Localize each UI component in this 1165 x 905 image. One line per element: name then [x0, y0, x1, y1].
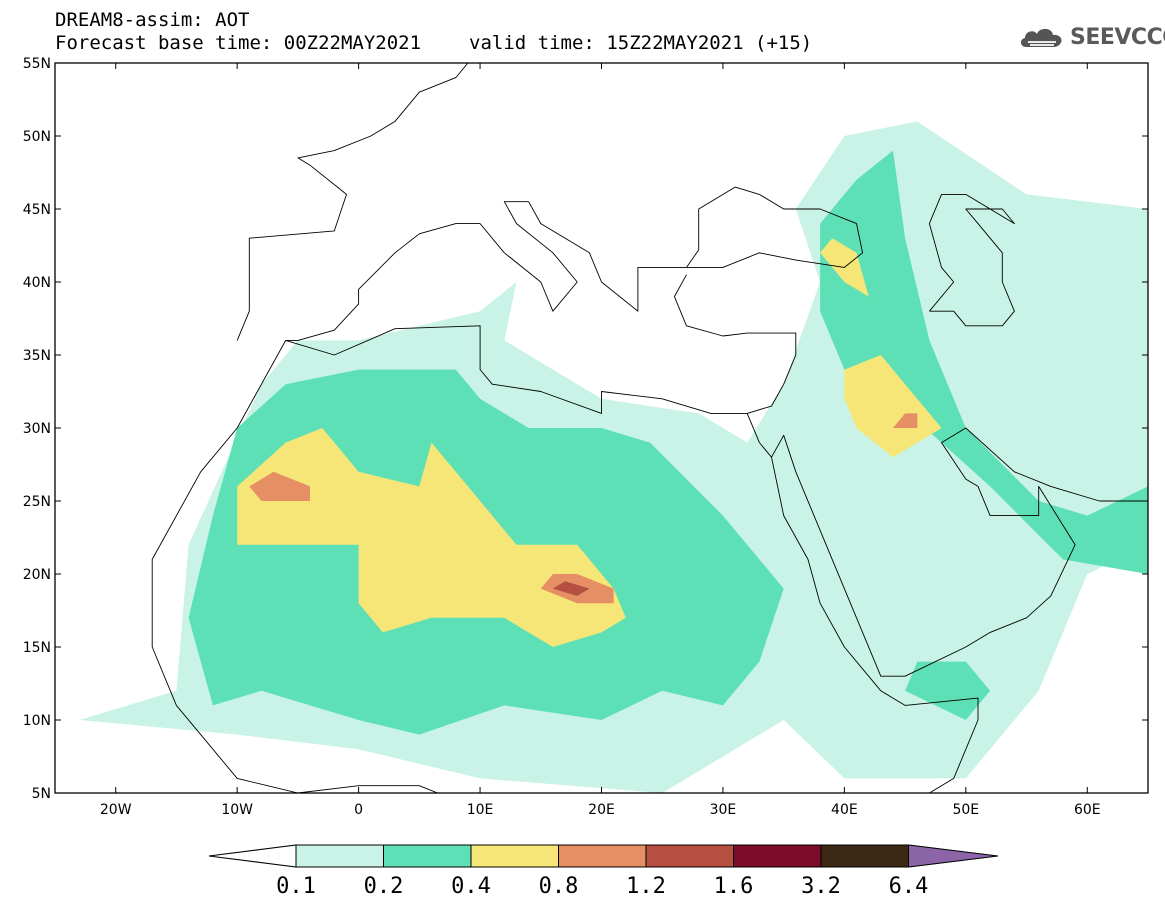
coastline-6 [928, 193, 1015, 327]
lat-tick-label: 15N [23, 640, 51, 656]
lat-tick-label: 25N [23, 494, 51, 510]
lat-tick-label: 20N [23, 567, 51, 583]
lat-tick-label: 40N [23, 275, 51, 291]
lon-tick-label: 50E [952, 802, 979, 818]
lon-tick-label: 40E [831, 802, 858, 818]
aot-field [79, 121, 1148, 793]
lon-tick-label: 60E [1074, 802, 1101, 818]
coastlines [151, 63, 1148, 793]
lat-tick-label: 30N [23, 421, 51, 437]
lat-tick-label: 5N [32, 786, 51, 802]
aot-region-0.4-5 [844, 355, 942, 458]
lon-tick-label: 20W [100, 802, 132, 818]
aot-region-1.2-10 [552, 581, 590, 596]
aot-region-0.2-3 [905, 661, 991, 720]
coastline-5 [771, 427, 1148, 677]
aot-region-0.4-4 [237, 428, 626, 647]
base-time: Forecast base time: 00Z22MAY2021 [55, 32, 422, 54]
coastline-3 [151, 340, 439, 793]
aot-region-0.2-2 [820, 150, 1148, 574]
lat-tick-label: 50N [23, 129, 51, 145]
lat-tick-label: 35N [23, 348, 51, 364]
valid-time: valid time: 15Z22MAY2021 (+15) [469, 32, 813, 54]
lat-tick-label: 10N [23, 713, 51, 729]
map-title: DREAM8-assim: AOT [55, 9, 250, 31]
map-axes: 55N 50N 45N 40N 35N 30N 25N 20N 15N 10N 5N 20W 10W 0 1… [23, 56, 1148, 818]
lon-tick-label: 30E [710, 802, 737, 818]
lon-tick-label: 10W [221, 802, 253, 818]
aot-region-0.8-9 [893, 413, 918, 428]
seevccc-logo: SEEVCCC [1018, 22, 1165, 52]
coastline-1 [285, 186, 864, 341]
forecast-times: Forecast base time: 00Z22MAY2021 valid ti… [55, 32, 812, 54]
lat-tick-label: 55N [23, 56, 51, 72]
lon-tick-label: 20E [588, 802, 615, 818]
lon-tick-label: 10E [467, 802, 494, 818]
coastline-2 [285, 274, 797, 414]
cloud-logo-icon [1020, 28, 1062, 47]
aot-region-0.8-7 [249, 471, 310, 501]
lat-tick-label: 45N [23, 202, 51, 218]
logo-text: SEEVCCC [1070, 24, 1165, 50]
coastline-0 [236, 63, 469, 341]
lon-tick-label: 0 [354, 802, 363, 818]
